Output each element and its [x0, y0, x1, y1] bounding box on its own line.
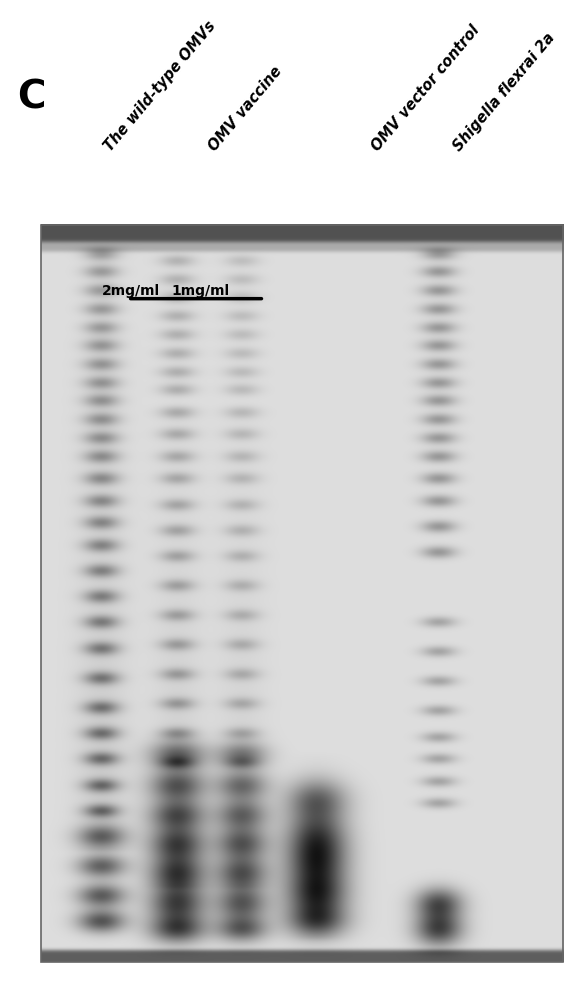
Text: OMV vector control: OMV vector control	[369, 23, 482, 154]
Text: OMV vaccine: OMV vaccine	[206, 64, 285, 154]
Text: C: C	[18, 78, 46, 116]
Bar	[40, 225, 563, 962]
Text: The wild-type OMVs: The wild-type OMVs	[101, 18, 219, 154]
Text: 2mg/ml: 2mg/ml	[101, 284, 160, 298]
Text: 1mg/ml: 1mg/ml	[171, 284, 230, 298]
Text: Shigella flexrai 2a: Shigella flexrai 2a	[450, 30, 557, 154]
